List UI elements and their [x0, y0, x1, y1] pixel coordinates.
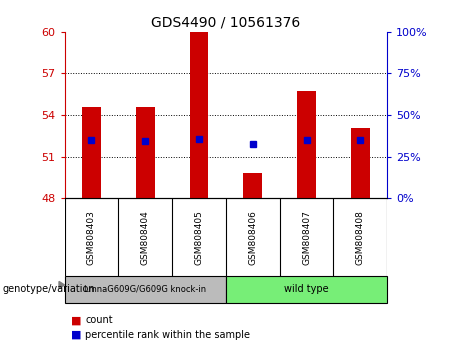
Bar — [136, 107, 154, 198]
Text: LmnaG609G/G609G knock-in: LmnaG609G/G609G knock-in — [84, 285, 206, 294]
Text: GSM808406: GSM808406 — [248, 210, 257, 265]
Text: GSM808403: GSM808403 — [87, 210, 96, 265]
Text: wild type: wild type — [284, 284, 329, 295]
Text: GSM808407: GSM808407 — [302, 210, 311, 265]
Title: GDS4490 / 10561376: GDS4490 / 10561376 — [151, 15, 301, 29]
Bar — [65, 276, 226, 303]
Text: count: count — [85, 315, 113, 325]
Text: percentile rank within the sample: percentile rank within the sample — [85, 330, 250, 339]
Text: genotype/variation: genotype/variation — [2, 284, 95, 293]
Bar — [226, 276, 387, 303]
Bar — [351, 127, 370, 198]
Text: GSM808404: GSM808404 — [141, 210, 150, 264]
Bar — [82, 107, 101, 198]
Text: ■: ■ — [71, 330, 82, 339]
Bar — [297, 91, 316, 198]
Bar — [189, 32, 208, 198]
Polygon shape — [59, 281, 65, 289]
Text: GSM808405: GSM808405 — [195, 210, 203, 265]
Text: GSM808408: GSM808408 — [356, 210, 365, 265]
Text: ■: ■ — [71, 315, 82, 325]
Bar — [243, 173, 262, 198]
